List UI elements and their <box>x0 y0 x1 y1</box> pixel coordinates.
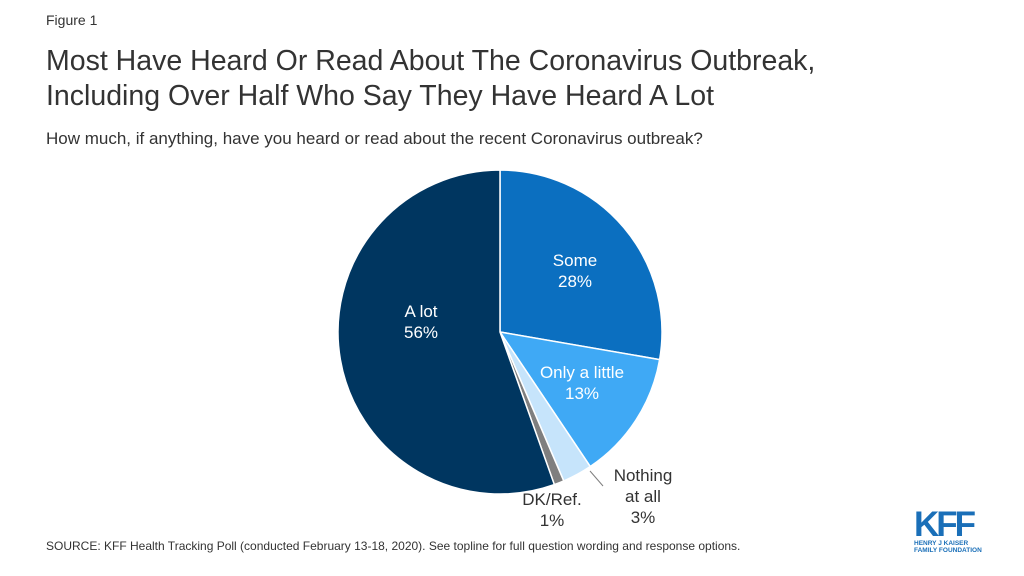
chart-subtitle: How much, if anything, have you heard or… <box>46 129 703 148</box>
pie-slice-only-a-little <box>498 330 661 468</box>
slice-label-only-a-little: Only a little 13% <box>540 363 624 403</box>
logo-line-1: HENRY J KAISER <box>914 540 969 547</box>
slice-label-nothing-at-all: Nothing at all 3% <box>614 466 673 527</box>
title-line-2: Including Over Half Who Say They Have He… <box>46 80 714 112</box>
logo-mark: KFF <box>914 505 976 544</box>
slice-label-some: Some 28% <box>553 251 597 291</box>
pie-slice-a-lot <box>337 169 556 495</box>
chart-title: Most Have Heard Or Read About The Corona… <box>46 44 986 114</box>
slice-label-dk-ref: DK/Ref. 1% <box>522 490 582 530</box>
source-note: SOURCE: KFF Health Tracking Poll (conduc… <box>46 539 741 553</box>
title-line-1: Most Have Heard Or Read About The Corona… <box>46 45 816 77</box>
slice-label-a-lot: A lot 56% <box>404 302 438 342</box>
figure-label: Figure 1 <box>46 12 98 28</box>
kff-logo: KFF HENRY J KAISER FAMILY FOUNDATION <box>914 505 994 560</box>
pie-slice-some <box>499 169 663 361</box>
leader-line-nothing-at-all <box>589 470 604 487</box>
logo-line-2: FAMILY FOUNDATION <box>914 547 982 554</box>
